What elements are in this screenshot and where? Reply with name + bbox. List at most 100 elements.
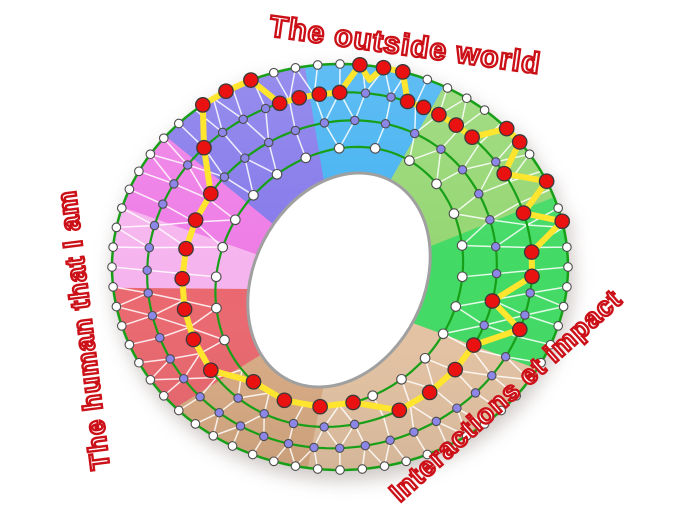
outer-node: [208, 430, 219, 441]
inner-node: [456, 271, 468, 283]
score-node: [375, 59, 392, 76]
mesh-line: [163, 137, 189, 166]
mid-inner-node: [491, 268, 502, 279]
inner-node: [271, 168, 283, 180]
score-node: [312, 398, 328, 415]
outer-node: [173, 405, 184, 416]
mesh-line: [491, 375, 517, 397]
mesh-line: [116, 292, 149, 308]
score-node: [523, 244, 540, 260]
mesh-line: [354, 92, 367, 121]
outer-node: [312, 60, 323, 70]
mid-outer-node: [409, 427, 419, 437]
outer-node: [124, 184, 135, 195]
outer-node: [553, 321, 564, 331]
mid-outer-node: [259, 431, 269, 442]
outer-node: [562, 282, 572, 292]
mid-outer-node: [238, 114, 248, 125]
score-node: [218, 83, 234, 100]
mesh-line: [433, 388, 458, 409]
mesh-line: [413, 104, 417, 134]
outer-node: [116, 321, 127, 331]
score-node: [511, 321, 528, 338]
outer-node: [227, 441, 238, 451]
mesh-line: [116, 305, 153, 317]
outer-node: [312, 464, 323, 474]
mesh-line: [121, 207, 155, 227]
inner-node: [300, 152, 312, 164]
mesh-line: [152, 314, 190, 329]
score-node: [291, 89, 308, 106]
mid-inner-node: [319, 118, 330, 128]
mid-outer-node: [525, 288, 535, 298]
mesh-line: [505, 356, 531, 381]
mesh-line: [188, 326, 225, 341]
outer-node: [496, 405, 507, 416]
mesh-line: [516, 335, 551, 346]
mesh-line: [264, 108, 270, 143]
mesh-line: [111, 266, 148, 272]
mesh-line: [115, 226, 150, 249]
mesh-line: [150, 153, 188, 166]
outer-node: [173, 118, 184, 129]
score-node: [276, 392, 293, 409]
outer-node: [268, 67, 279, 78]
mesh-line: [237, 369, 243, 399]
score-node: [524, 268, 540, 285]
mid-inner-node: [485, 215, 495, 225]
outer-node: [145, 374, 156, 385]
outer-node: [562, 242, 572, 252]
mesh-line: [461, 143, 481, 171]
outer-node: [558, 301, 569, 312]
score-node: [498, 120, 515, 137]
mesh-line: [244, 157, 255, 196]
mesh-line: [224, 176, 254, 196]
mesh-line: [495, 245, 532, 249]
inner-node: [404, 155, 415, 166]
outer-node: [422, 449, 433, 460]
mesh-line: [152, 299, 184, 317]
mesh-line: [129, 188, 164, 205]
mid-outer-node: [386, 92, 396, 102]
score-node: [345, 394, 361, 411]
mid-outer-node: [169, 179, 179, 189]
mesh-line: [435, 420, 467, 437]
mid-inner-node: [490, 241, 501, 252]
mid-outer-node: [155, 332, 165, 343]
mid-outer-node: [158, 199, 168, 209]
mesh-line: [288, 67, 297, 101]
mesh-line: [207, 197, 236, 221]
score-node: [447, 361, 464, 378]
outer-node: [108, 242, 118, 252]
outer-node: [524, 374, 535, 385]
inner-node: [219, 334, 230, 346]
mesh-line: [150, 377, 184, 381]
score-node: [176, 301, 193, 318]
outer-node: [290, 461, 301, 471]
mesh-line: [462, 272, 497, 278]
hole-ellipse: [246, 171, 432, 389]
mid-outer-node: [283, 438, 294, 449]
mid-outer-node: [309, 442, 319, 453]
outer-node: [335, 59, 345, 69]
inner-node: [431, 178, 442, 190]
inner-node: [210, 271, 222, 283]
mesh-line: [238, 392, 270, 399]
inner-node: [211, 302, 222, 314]
inner-node: [448, 208, 460, 219]
mesh-line: [496, 269, 533, 275]
mesh-line: [529, 292, 564, 308]
mid-inner-node: [474, 189, 484, 199]
outer-node: [461, 93, 472, 104]
score-node: [448, 117, 465, 133]
mesh-line: [524, 314, 559, 327]
outer-node: [461, 430, 472, 441]
score-node: [391, 402, 408, 419]
score-node: [245, 373, 262, 390]
mesh-line: [470, 348, 493, 377]
outer-node: [268, 456, 279, 467]
mid-inner-node: [219, 172, 230, 182]
mesh-line: [129, 337, 160, 346]
mesh-line: [154, 221, 195, 227]
mesh-line: [409, 148, 442, 162]
